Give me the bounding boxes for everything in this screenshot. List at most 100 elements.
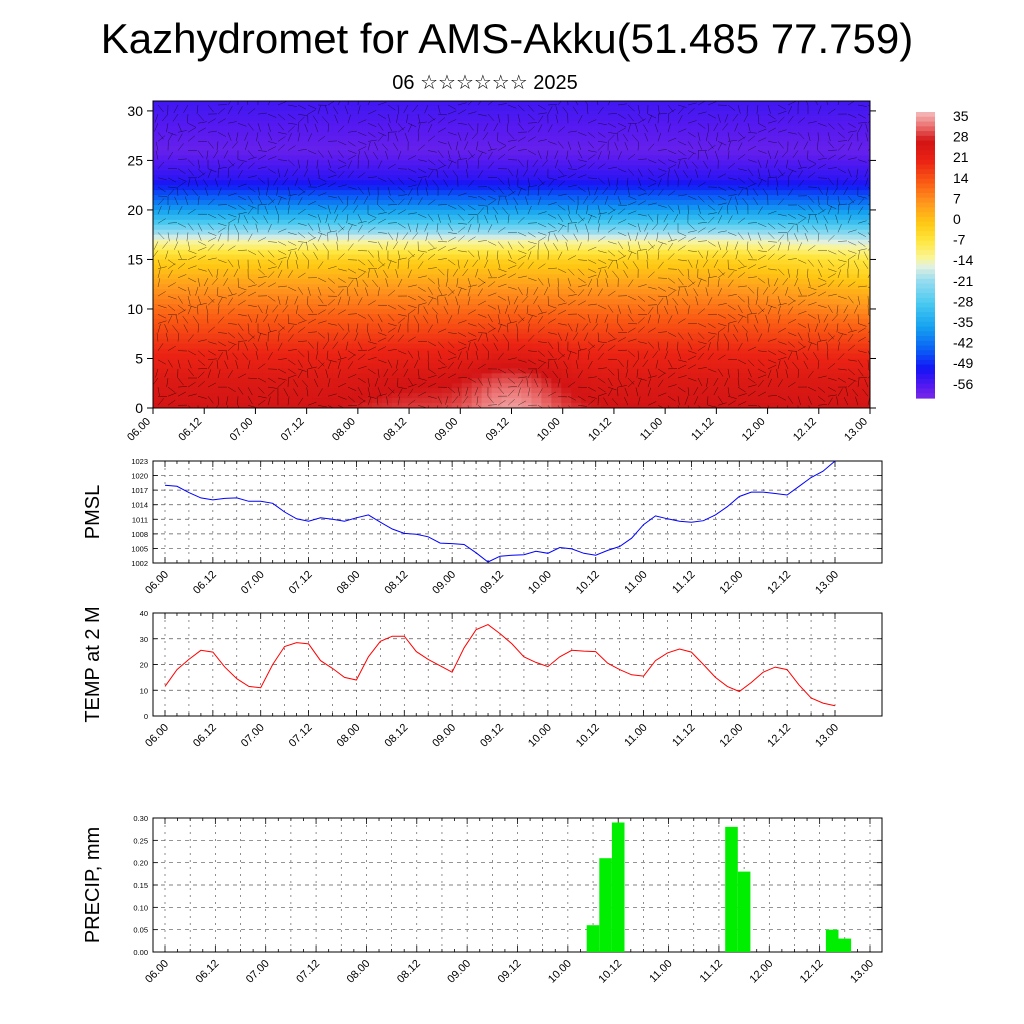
heatmap-cell (451, 115, 463, 122)
heatmap-cell (840, 274, 851, 280)
heatmap-cell (182, 200, 194, 206)
heatmap-cell (481, 195, 493, 201)
heatmap-cell (730, 229, 742, 236)
heatmap-cell (640, 234, 652, 241)
wind-vector (387, 123, 393, 132)
heatmap-cell (640, 140, 652, 147)
heatmap-cell (362, 274, 373, 280)
heatmap-cell (312, 368, 323, 374)
heatmap-cell (491, 289, 503, 295)
heatmap-cell (750, 264, 762, 270)
heatmap-cell (720, 333, 732, 340)
heatmap-cell (551, 353, 562, 360)
heatmap-cell (611, 229, 622, 236)
heatmap-cell (561, 249, 572, 256)
wind-vector (287, 126, 295, 133)
wind-vector (554, 150, 559, 159)
heatmap-cell (421, 160, 433, 166)
wind-vector (827, 141, 835, 149)
heatmap-cell (561, 185, 572, 191)
heatmap-cell (750, 348, 762, 355)
heatmap-cell (541, 284, 552, 290)
heatmap-cell (322, 274, 333, 280)
heatmap-cell (342, 368, 353, 374)
heatmap-cell (621, 204, 632, 211)
heatmap-cell (302, 363, 313, 369)
heatmap-cell (162, 348, 174, 355)
heatmap-cell (800, 313, 811, 320)
heatmap-cell (551, 224, 562, 231)
heatmap-cell (521, 204, 533, 211)
heatmap-cell (860, 234, 870, 241)
heatmap-cell (680, 393, 692, 399)
heatmap-cell (312, 135, 323, 142)
heatmap-cell (382, 200, 393, 206)
heatmap-cell (611, 120, 622, 127)
heatmap-cell (860, 373, 870, 379)
heatmap-cell (292, 403, 303, 408)
heatmap-cell (431, 264, 443, 270)
heatmap-cell (242, 333, 254, 340)
heatmap-cell (830, 318, 841, 325)
heatmap-cell (710, 313, 722, 320)
heatmap-cell (382, 403, 393, 408)
heatmap-cell (750, 254, 762, 261)
heatmap-cell (830, 348, 841, 355)
heatmap-cell (451, 304, 463, 310)
wind-vector (647, 143, 655, 151)
heatmap-cell (830, 294, 841, 300)
heatmap-cell (431, 358, 443, 365)
heatmap-cell (162, 105, 174, 112)
wind-vector (357, 150, 360, 160)
heatmap-cell (830, 110, 841, 117)
heatmap-cell (252, 140, 264, 147)
heatmap-cell (820, 259, 831, 265)
heatmap-cell (690, 209, 702, 216)
heatmap-cell (790, 130, 801, 137)
heatmap-cell (172, 398, 184, 404)
heatmap-cell (551, 333, 562, 340)
wind-vector (464, 141, 469, 150)
heatmap-cell (561, 224, 572, 231)
heatmap-cell (182, 358, 194, 365)
heatmap-cell (481, 249, 493, 256)
wind-vector (747, 123, 751, 132)
heatmap-cell (431, 145, 443, 152)
heatmap-cell (362, 209, 373, 216)
heatmap-cell (730, 383, 742, 389)
heatmap-cell (780, 125, 791, 132)
heatmap-cell (780, 130, 791, 137)
heatmap-cell (322, 269, 333, 275)
heatmap-cell (541, 274, 552, 280)
wind-vector (857, 124, 863, 133)
heatmap-cell (561, 175, 572, 181)
heatmap-cell (860, 185, 870, 191)
heatmap-cell (392, 165, 403, 171)
heatmap-cell (471, 284, 483, 290)
heatmap-cell (670, 254, 682, 261)
heatmap-cell (531, 105, 542, 112)
heatmap-cell (790, 224, 801, 231)
heatmap-cell (212, 244, 224, 251)
heatmap-cell (730, 279, 742, 285)
heatmap-cell (232, 308, 244, 315)
heatmap-cell (790, 304, 801, 310)
heatmap-cell (750, 209, 762, 216)
heatmap-cell (860, 299, 870, 305)
heatmap-cell (571, 368, 582, 374)
heatmap-cell (720, 180, 732, 186)
heatmap-cell (352, 130, 363, 137)
heatmap-cell (551, 363, 562, 369)
wind-vector (457, 102, 467, 106)
heatmap-cell (521, 249, 533, 256)
heatmap-cell (780, 110, 791, 117)
heatmap-cell (162, 398, 174, 404)
heatmap-cell (252, 160, 264, 166)
heatmap-cell (581, 284, 592, 290)
wind-vector (497, 141, 507, 146)
heatmap-cell (491, 125, 503, 132)
heatmap-cell (451, 229, 463, 236)
heatmap-cell (401, 343, 413, 350)
heatmap-cell (860, 115, 870, 122)
heatmap-cell (521, 110, 533, 117)
